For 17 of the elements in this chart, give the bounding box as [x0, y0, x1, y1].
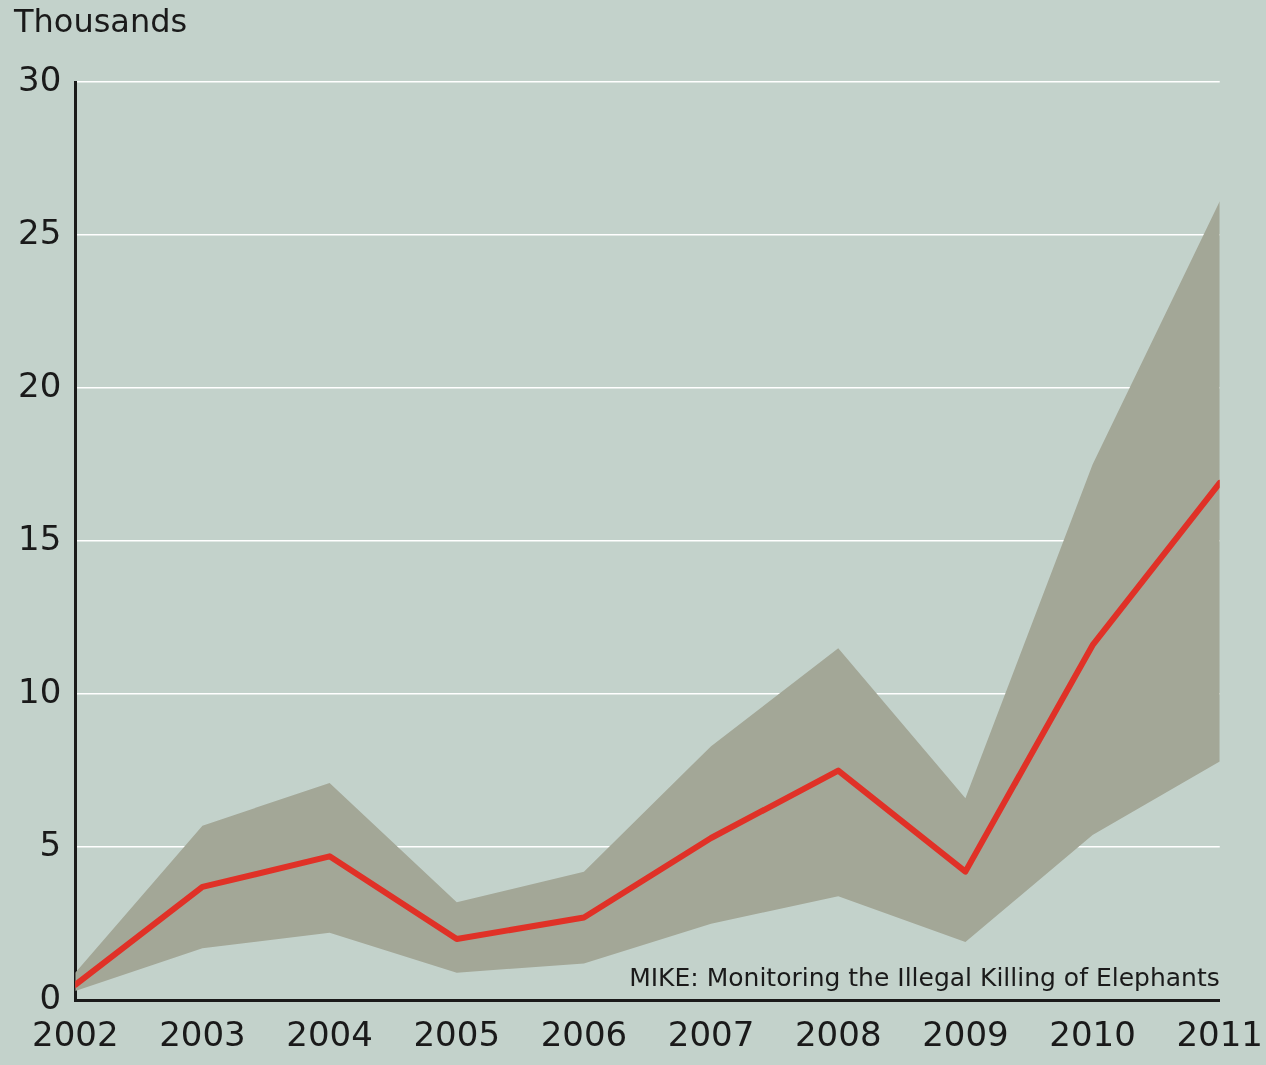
x-tick-label: 2005	[413, 1014, 501, 1055]
annotation: MIKE: Monitoring the Illegal Killing of Elephants	[629, 963, 1220, 993]
x-tick-label: 2010	[1049, 1014, 1136, 1055]
y-tick-label: 5	[39, 823, 62, 864]
x-tick-label: 2006	[540, 1014, 628, 1055]
x-tick-label: 2004	[286, 1014, 373, 1055]
x-tick-label: 2007	[667, 1014, 755, 1055]
y-axis-title: Thousands	[13, 2, 188, 41]
x-tick-label: 2008	[794, 1014, 882, 1055]
y-tick-label: 15	[18, 517, 62, 558]
x-tick-label: 2003	[159, 1014, 246, 1055]
y-tick-label: 10	[18, 670, 62, 711]
y-tick-label: 20	[18, 364, 62, 405]
x-tick-label: 2011	[1176, 1014, 1263, 1055]
y-tick-label: 30	[18, 58, 62, 99]
x-tick-label: 2009	[922, 1014, 1009, 1055]
y-tick-label: 25	[18, 211, 62, 252]
